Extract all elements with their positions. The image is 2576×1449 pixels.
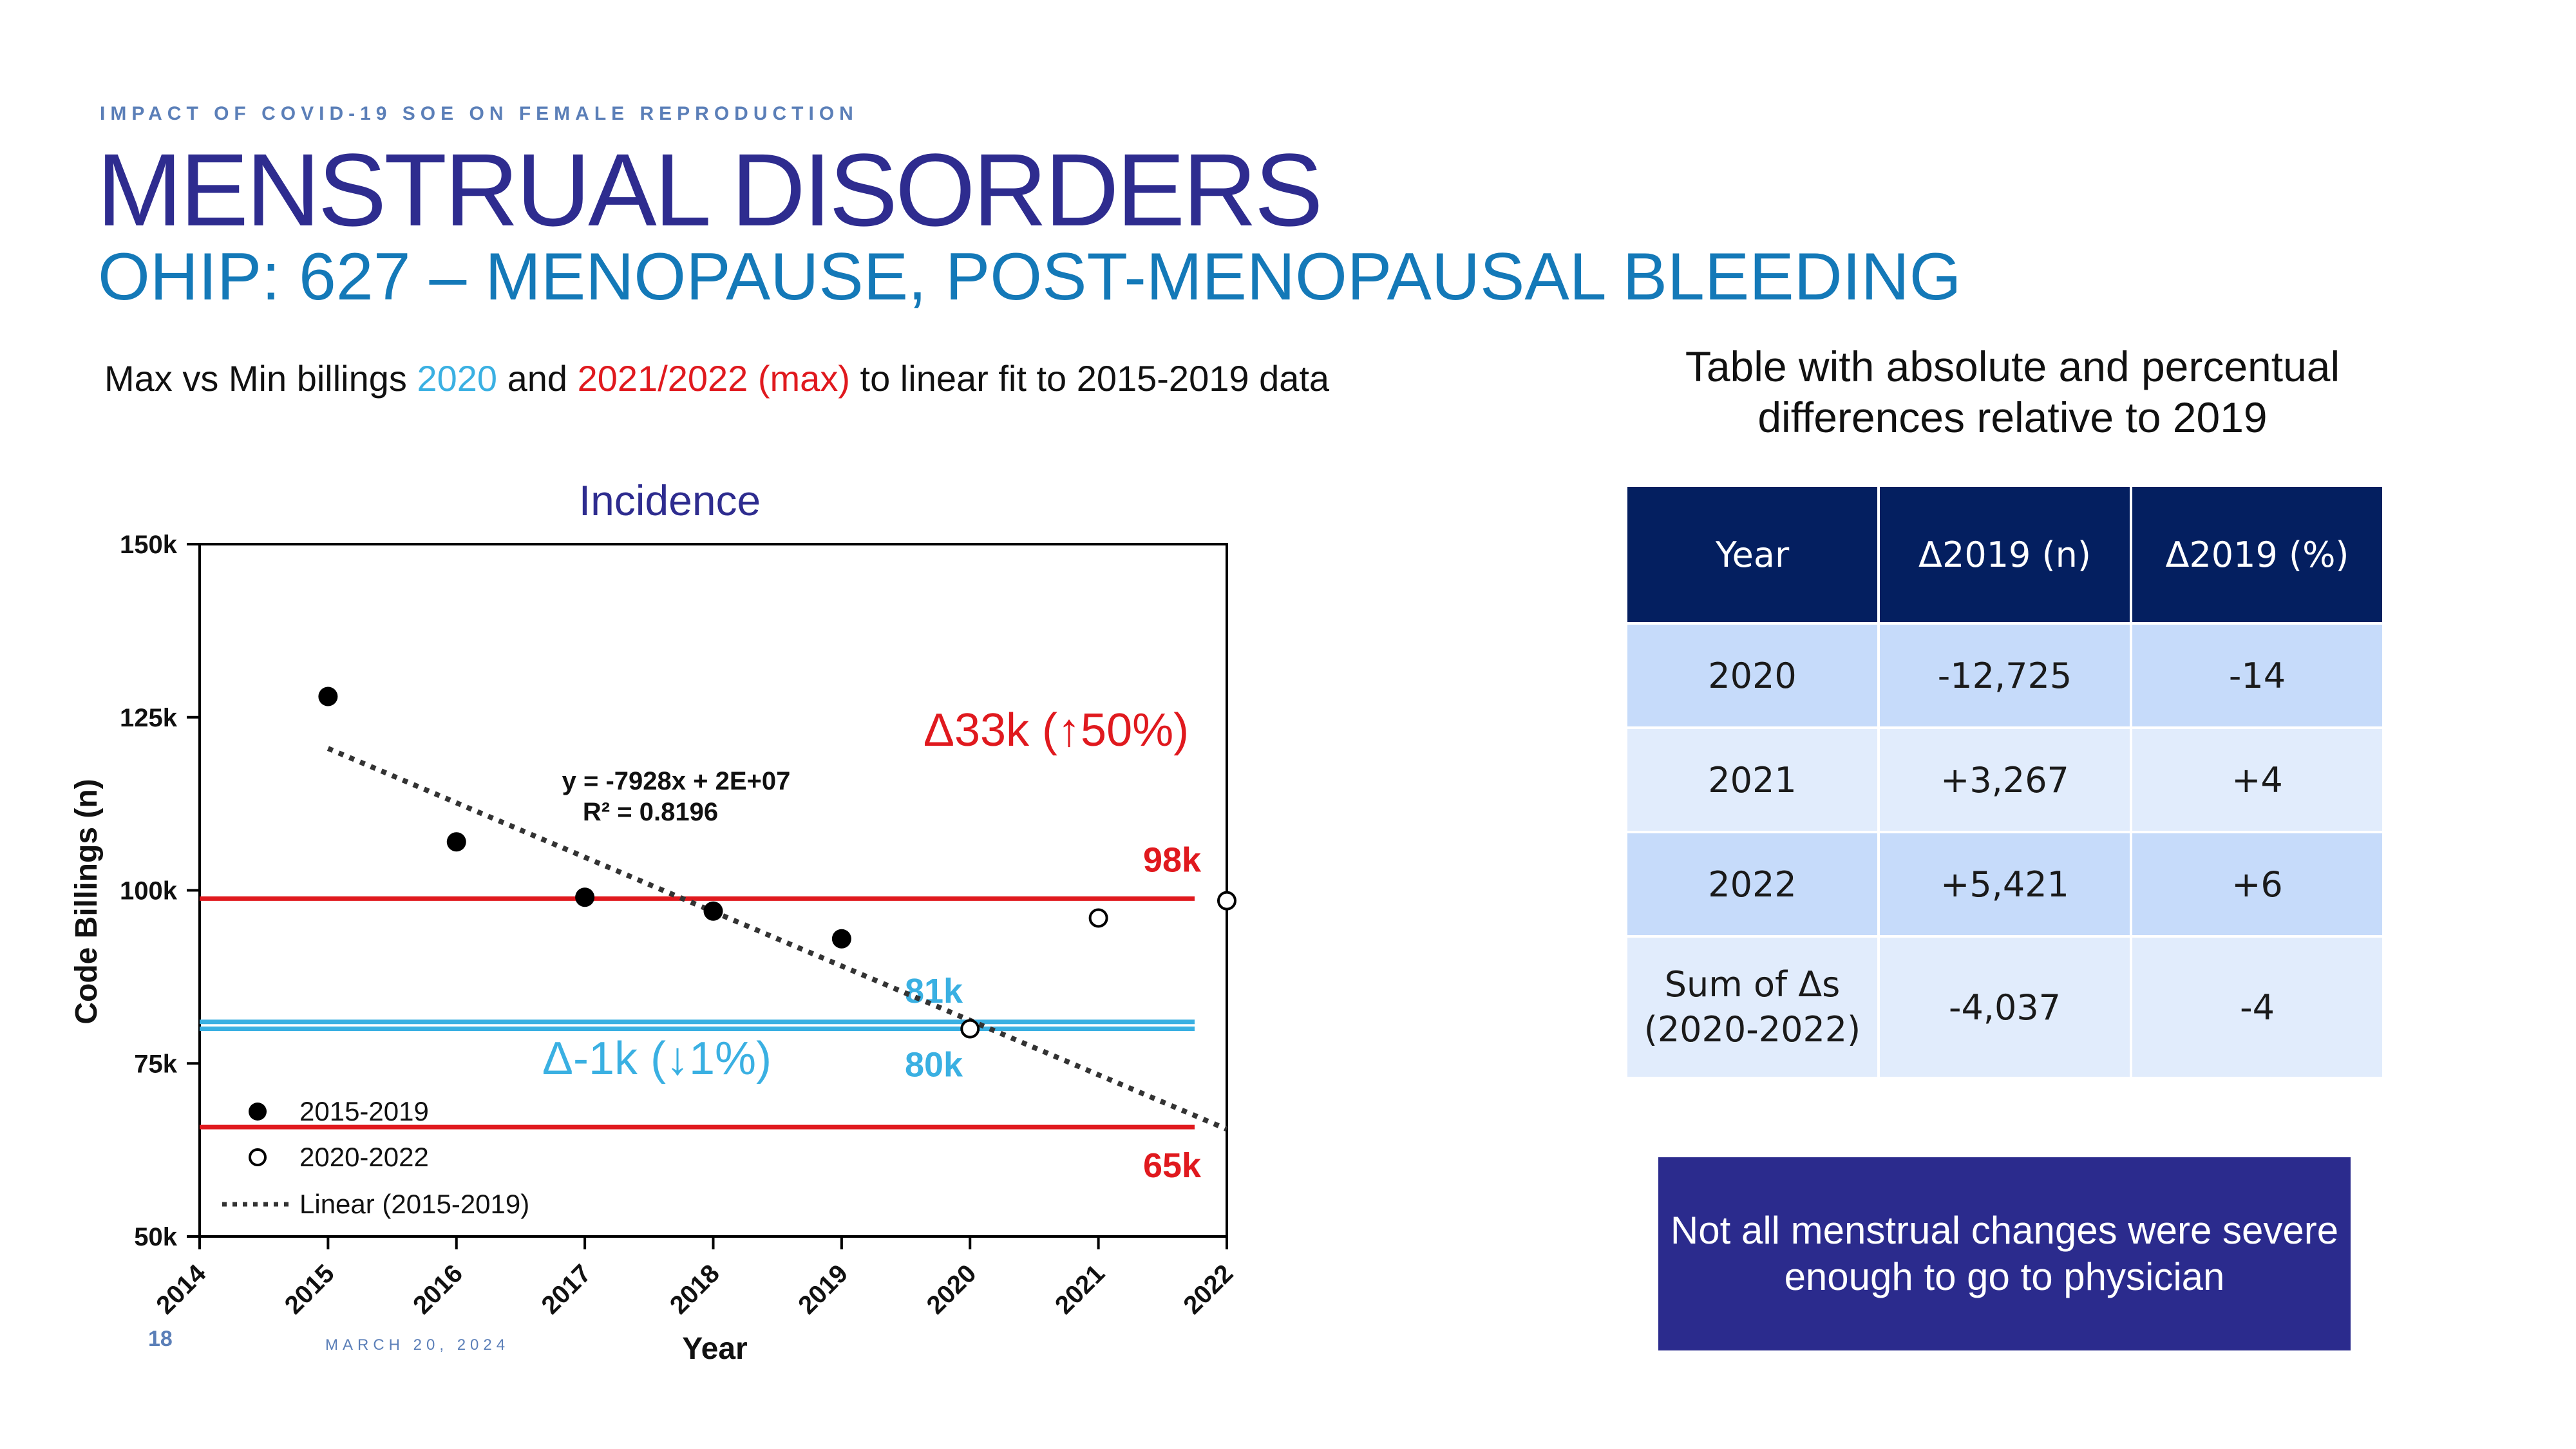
y-axis-label: Code Billings (n) [70, 779, 104, 1024]
x-tick-label: 2020 [922, 1259, 982, 1320]
data-point-2015-2019 [446, 832, 466, 852]
chart-description: Max vs Min billings 2020 and 2021/2022 (… [104, 357, 1329, 399]
table-cell: +3,267 [1877, 726, 2132, 833]
table-cell: 2021 [1625, 726, 1880, 833]
legend-label-linear: Linear (2015-2019) [299, 1189, 529, 1219]
plot-area [198, 543, 1228, 1238]
reference-line-label: 81k [905, 972, 963, 1010]
y-tick-label: 50k [134, 1223, 177, 1251]
table-cell: -4,037 [1877, 935, 2132, 1079]
lead-year-2021-2022: 2021/2022 (max) [577, 358, 850, 399]
x-tick-label: 2015 [279, 1259, 340, 1320]
table-cell: +6 [2130, 831, 2385, 938]
legend-label-2015-2019: 2015-2019 [299, 1096, 429, 1126]
page-number: 18 [148, 1327, 173, 1351]
difference-table: Year Δ2019 (n) Δ2019 (%) 2020 -12,725 -1… [1625, 484, 2385, 1079]
x-tick-label: 2016 [408, 1259, 468, 1320]
slide-title: MENSTRUAL DISORDERS [97, 132, 1323, 247]
col-header-delta-n: Δ2019 (n) [1877, 484, 2132, 625]
callout-text: Not all menstrual changes were severe en… [1670, 1209, 2339, 1298]
linear-trendline [327, 746, 1228, 1132]
reference-line-label: 98k [1143, 840, 1202, 879]
x-axis-label: Year [682, 1332, 747, 1366]
table-cell: Sum of Δs (2020-2022) [1625, 935, 1880, 1079]
data-point-2015-2019 [318, 687, 338, 706]
legend-marker-filled [249, 1103, 267, 1121]
blue-delta-annotation: Δ-1k (↓1%) [542, 1033, 772, 1084]
table-cell: 2022 [1625, 831, 1880, 938]
lead-text-3: to linear fit to 2015-2019 data [849, 358, 1330, 399]
lead-text-2: and [497, 358, 578, 399]
table-row: 2022 +5,421 +6 [1625, 831, 2385, 938]
slide-subtitle: OHIP: 627 – MENOPAUSE, POST-MENOPAUSAL B… [98, 240, 1962, 314]
trendline-equation: y = -7928x + 2E+07 [562, 767, 791, 795]
table-row: 2020 -12,725 -14 [1625, 622, 2385, 729]
y-tick-label: 125k [120, 704, 178, 732]
data-point-2015-2019 [831, 929, 851, 949]
col-header-year: Year [1625, 484, 1880, 625]
table-cell: -14 [2130, 622, 2385, 729]
y-tick-label: 75k [134, 1050, 177, 1078]
reference-line-label: 80k [905, 1046, 963, 1084]
data-point-2015-2019 [703, 901, 723, 921]
table-cell: -4 [2130, 935, 2385, 1079]
callout-box: Not all menstrual changes were severe en… [1658, 1157, 2351, 1350]
table-header-row: Year Δ2019 (n) Δ2019 (%) [1625, 484, 2385, 625]
x-tick-label: 2017 [536, 1259, 596, 1320]
x-tick-label: 2014 [151, 1259, 212, 1320]
trendline-r-squared: R² = 0.8196 [583, 798, 718, 826]
table-row: 2021 +3,267 +4 [1625, 726, 2385, 833]
chart-title: Incidence [579, 477, 761, 524]
table-cell: -12,725 [1877, 622, 2132, 729]
x-tick-label: 2019 [793, 1259, 853, 1320]
table-row-sum: Sum of Δs (2020-2022) -4,037 -4 [1625, 935, 2385, 1079]
slide-kicker: IMPACT OF COVID-19 SOE ON FEMALE REPRODU… [100, 103, 858, 124]
table-cell: 2020 [1625, 622, 1880, 729]
slide-date: MARCH 20, 2024 [325, 1336, 510, 1354]
data-point-2015-2019 [575, 887, 595, 907]
table-cell: +4 [2130, 726, 2385, 833]
table-cell: +5,421 [1877, 831, 2132, 938]
y-tick-label: 150k [120, 531, 178, 559]
table-heading: Table with absolute and percentual diffe… [1685, 343, 2340, 442]
data-point-2020-2022 [1088, 908, 1108, 928]
x-tick-label: 2018 [665, 1259, 725, 1320]
lead-year-2020: 2020 [417, 358, 498, 399]
x-tick-label: 2021 [1050, 1259, 1110, 1320]
col-header-delta-pct: Δ2019 (%) [2130, 484, 2385, 625]
data-point-2020-2022 [1217, 891, 1236, 911]
y-tick-label: 100k [120, 877, 178, 905]
x-tick-label: 2022 [1178, 1259, 1238, 1320]
data-point-2020-2022 [960, 1019, 980, 1039]
lead-text-1: Max vs Min billings [104, 358, 417, 399]
reference-line-label: 65k [1143, 1146, 1202, 1185]
red-delta-annotation: Δ33k (↑50%) [923, 705, 1189, 756]
legend-marker-open [249, 1148, 267, 1166]
legend-label-2020-2022: 2020-2022 [299, 1142, 429, 1172]
chart-legend: 2015-2019 2020-2022 Linear (2015-2019) [222, 1096, 529, 1219]
